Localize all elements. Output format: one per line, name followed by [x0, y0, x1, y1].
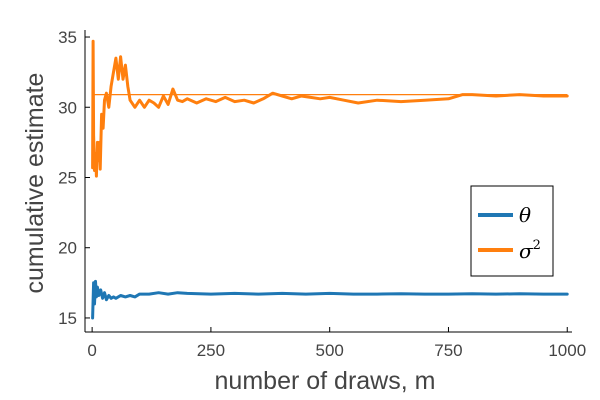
y-axis-title: cumulative estimate — [21, 73, 49, 294]
series-line-theta — [91, 279, 569, 320]
x-tick-label-0: 0 — [87, 341, 96, 360]
x-tick-label-1000: 1000 — [548, 341, 586, 360]
y-tick-label-15: 15 — [58, 309, 77, 328]
y-tick-label-30: 30 — [58, 98, 77, 117]
axes: 0 250 500 750 1000 15 20 25 30 35 — [58, 28, 586, 360]
x-tick-label-500: 500 — [316, 341, 344, 360]
x-tick-label-750: 750 — [434, 341, 462, 360]
x-axis-title: number of draws, m — [215, 367, 436, 395]
legend-frame — [470, 185, 554, 277]
series-line-sigma2 — [91, 39, 569, 178]
y-tick-label-35: 35 — [58, 28, 77, 47]
legend-label-theta: θ — [519, 203, 531, 227]
y-tick-label-25: 25 — [58, 168, 77, 187]
legend: θ σ2 — [470, 185, 554, 277]
x-tick-label-250: 250 — [197, 341, 225, 360]
plot-area — [91, 39, 569, 320]
y-tick-label-20: 20 — [58, 239, 77, 258]
